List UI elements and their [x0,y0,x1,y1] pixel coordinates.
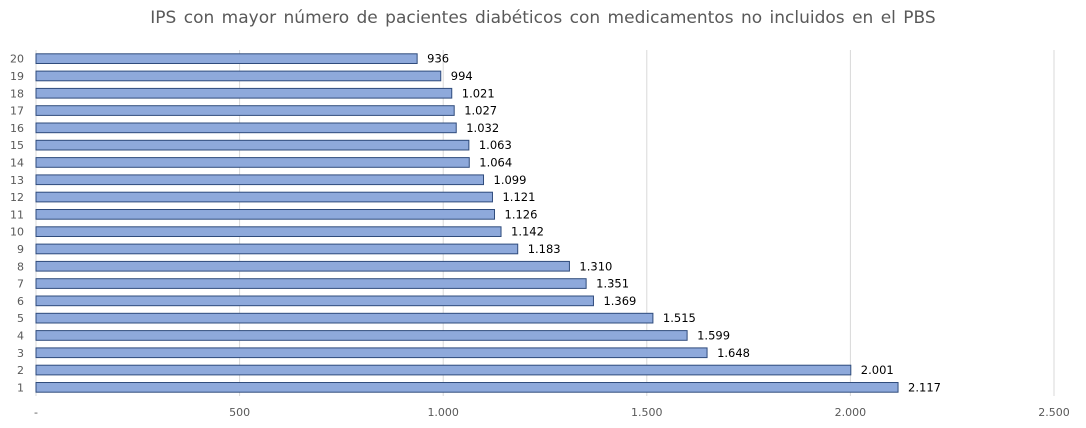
data-label: 1.515 [663,311,696,325]
data-label: 2.001 [861,363,894,377]
bar [35,330,688,341]
data-label: 1.183 [528,242,561,256]
x-tick-label: 2.500 [1038,406,1070,419]
data-label: 994 [451,69,473,83]
y-tick-label: 3 [17,347,24,360]
data-label: 1.369 [603,294,636,308]
x-tick-label: - [34,406,38,419]
chart-title: IPS con mayor número de pacientes diabét… [150,8,936,28]
bar [35,347,708,359]
y-tick-label: 2 [17,364,24,377]
bar [35,191,493,203]
bar [35,226,502,237]
data-label: 1.599 [697,328,730,342]
bar [35,157,470,168]
bar [35,295,594,307]
data-label: 2.117 [908,380,941,394]
data-label: 936 [427,52,449,66]
data-label: 1.142 [511,225,544,239]
bar [35,209,496,220]
bar [35,364,852,376]
bar [35,243,519,255]
y-tick-label: 9 [17,243,24,256]
y-tick-label: 18 [10,87,24,100]
bar [35,260,570,272]
data-label: 1.063 [479,138,512,152]
y-tick-label: 10 [10,226,24,239]
data-label: 1.099 [494,173,527,187]
data-label: 1.064 [479,155,512,169]
bar [35,278,587,289]
bar [35,174,485,186]
data-label: 1.027 [464,104,497,118]
y-tick-label: 4 [17,329,24,342]
bar [35,122,457,134]
x-tick-label: 2.000 [835,406,867,419]
y-tick-label: 13 [10,174,24,187]
data-label: 1.351 [596,277,629,291]
x-tick-label: 1.500 [631,406,663,419]
data-label: 1.121 [502,190,535,204]
y-tick-label: 19 [10,70,24,83]
bar [35,312,654,324]
y-tick-label: 20 [10,53,24,66]
data-label: 1.126 [505,207,538,221]
y-tick-label: 12 [10,191,24,204]
data-label: 1.310 [579,259,612,273]
y-tick-label: 14 [10,156,24,169]
bar [35,87,453,99]
bar [35,139,470,151]
y-tick-label: 1 [17,381,24,394]
bar [35,70,442,82]
y-tick-label: 7 [17,278,24,291]
y-tick-label: 17 [10,105,24,118]
bar [35,382,899,393]
data-label: 1.032 [466,121,499,135]
bar [35,105,455,116]
data-label: 1.648 [717,346,750,360]
bar [35,53,418,64]
y-tick-label: 6 [17,295,24,308]
y-tick-label: 5 [17,312,24,325]
y-tick-label: 11 [10,208,24,221]
y-tick-label: 8 [17,260,24,273]
x-tick-label: 500 [229,406,250,419]
y-tick-label: 16 [10,122,24,135]
y-tick-label: 15 [10,139,24,152]
data-label: 1.021 [462,86,495,100]
x-tick-label: 1.000 [427,406,459,419]
